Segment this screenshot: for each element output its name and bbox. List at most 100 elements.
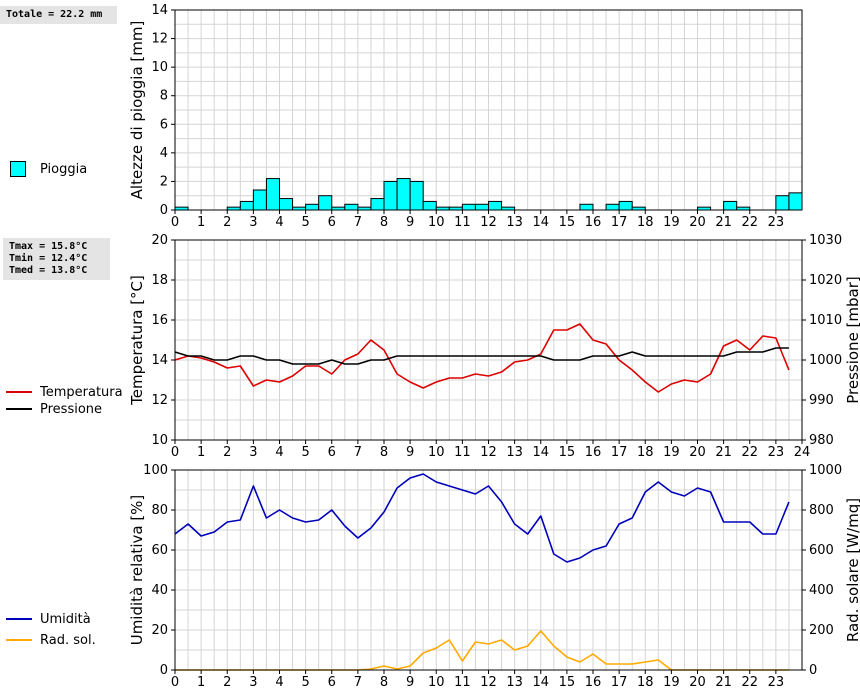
legend-humidity-label: Umidità bbox=[40, 611, 91, 627]
x-tick-label-rain: 17 bbox=[611, 215, 628, 230]
y-tick-label-hum: 80 bbox=[151, 503, 168, 518]
pressure-line bbox=[174, 347, 789, 365]
x-tick-label-rain: 7 bbox=[354, 215, 362, 230]
legend-temperature: Temperatura bbox=[6, 383, 123, 401]
rain-bar bbox=[318, 195, 333, 211]
y-axis-label-rain: Altezze di pioggia [mm] bbox=[128, 21, 146, 200]
legend-humidity: Umidità bbox=[6, 610, 91, 628]
rain-bar bbox=[775, 195, 790, 211]
x-tick-label-rain: 19 bbox=[663, 215, 680, 230]
tmin-text: Tmin = 12.4°C bbox=[9, 253, 88, 264]
x-tick-label-rain: 3 bbox=[249, 215, 257, 230]
x-tick-label-hum: 10 bbox=[428, 675, 445, 690]
y2-tick-label-temp: 1000 bbox=[809, 353, 842, 368]
x-tick-label-hum: 1 bbox=[197, 675, 205, 690]
y-tick-label-rain: 12 bbox=[151, 32, 168, 47]
x-tick-label-rain: 0 bbox=[171, 215, 179, 230]
y-tick-label-temp: 14 bbox=[151, 353, 168, 368]
y-tick-label-rain: 8 bbox=[160, 89, 168, 104]
x-tick-label-hum: 11 bbox=[454, 675, 471, 690]
rain-bar bbox=[788, 192, 803, 211]
y-tick-label-rain: 10 bbox=[151, 60, 168, 75]
x-tick-label-rain: 1 bbox=[197, 215, 205, 230]
y-tick-label-hum: 40 bbox=[151, 583, 168, 598]
rain-swatch-icon bbox=[10, 161, 26, 177]
x-tick-label-hum: 0 bbox=[171, 675, 179, 690]
y-tick-label-rain: 0 bbox=[160, 203, 168, 218]
x-tick-label-hum: 23 bbox=[768, 675, 785, 690]
rain-bar bbox=[396, 178, 411, 211]
x-tick-label-temp: 1 bbox=[197, 445, 205, 460]
x-tick-label-hum: 8 bbox=[380, 675, 388, 690]
y2-tick-label-temp: 1010 bbox=[809, 313, 842, 328]
x-tick-label-rain: 13 bbox=[506, 215, 523, 230]
humidity-line bbox=[174, 473, 790, 563]
rain-bar bbox=[474, 203, 489, 211]
x-tick-label-hum: 20 bbox=[689, 675, 706, 690]
x-tick-label-hum: 13 bbox=[506, 675, 523, 690]
y-axis-label-temp: Temperatura [°C] bbox=[128, 275, 146, 406]
legend-solar: Rad. sol. bbox=[6, 631, 96, 649]
x-tick-label-temp: 3 bbox=[249, 445, 257, 460]
x-tick-label-rain: 21 bbox=[715, 215, 732, 230]
y-tick-label-rain: 2 bbox=[160, 174, 168, 189]
pressure-line-icon bbox=[6, 408, 32, 410]
y2-tick-label-hum: 1000 bbox=[809, 463, 842, 478]
rain-bar bbox=[409, 180, 424, 211]
legend-rain: Pioggia bbox=[6, 160, 87, 178]
x-tick-label-temp: 21 bbox=[715, 445, 732, 460]
x-tick-label-hum: 5 bbox=[301, 675, 309, 690]
y2-tick-label-hum: 0 bbox=[809, 663, 817, 678]
rain-bar bbox=[579, 203, 594, 211]
x-tick-label-rain: 8 bbox=[380, 215, 388, 230]
x-tick-label-rain: 11 bbox=[454, 215, 471, 230]
x-tick-label-temp: 23 bbox=[768, 445, 785, 460]
rain-bar bbox=[461, 203, 476, 211]
rain-bar bbox=[239, 200, 254, 211]
rain-bar bbox=[422, 200, 437, 211]
rain-bar bbox=[279, 198, 294, 211]
x-tick-label-temp: 9 bbox=[406, 445, 414, 460]
x-tick-label-rain: 12 bbox=[480, 215, 497, 230]
y-tick-label-temp: 20 bbox=[151, 233, 168, 248]
y2-tick-label-temp: 990 bbox=[809, 393, 834, 408]
x-tick-label-temp: 4 bbox=[275, 445, 283, 460]
rain-bar bbox=[252, 189, 267, 211]
x-tick-label-rain: 10 bbox=[428, 215, 445, 230]
y-tick-label-hum: 20 bbox=[151, 623, 168, 638]
y-tick-label-rain: 14 bbox=[151, 3, 168, 18]
y2-tick-label-hum: 800 bbox=[809, 503, 834, 518]
x-tick-label-temp: 14 bbox=[532, 445, 549, 460]
x-tick-label-hum: 2 bbox=[223, 675, 231, 690]
rain-bar bbox=[488, 200, 503, 211]
x-tick-label-temp: 0 bbox=[171, 445, 179, 460]
x-tick-label-hum: 21 bbox=[715, 675, 732, 690]
x-tick-label-temp: 10 bbox=[428, 445, 445, 460]
x-tick-label-rain: 15 bbox=[559, 215, 576, 230]
x-tick-label-temp: 7 bbox=[354, 445, 362, 460]
y2-tick-label-temp: 1020 bbox=[809, 273, 842, 288]
x-tick-label-temp: 12 bbox=[480, 445, 497, 460]
x-tick-label-temp: 6 bbox=[328, 445, 336, 460]
humidity-line-icon bbox=[6, 618, 32, 620]
rain-bar bbox=[723, 200, 738, 211]
x-tick-label-hum: 18 bbox=[637, 675, 654, 690]
x-tick-label-rain: 14 bbox=[532, 215, 549, 230]
y-tick-label-temp: 16 bbox=[151, 313, 168, 328]
x-tick-label-rain: 16 bbox=[585, 215, 602, 230]
x-tick-label-hum: 19 bbox=[663, 675, 680, 690]
x-tick-label-temp: 16 bbox=[585, 445, 602, 460]
y-tick-label-temp: 12 bbox=[151, 393, 168, 408]
rain-bar bbox=[344, 203, 359, 211]
x-tick-label-hum: 12 bbox=[480, 675, 497, 690]
legend-temperature-label: Temperatura bbox=[40, 384, 123, 400]
y-tick-label-rain: 6 bbox=[160, 117, 168, 132]
y2-tick-label-hum: 200 bbox=[809, 623, 834, 638]
temperature-line-icon bbox=[6, 391, 32, 393]
solar-line-icon bbox=[6, 639, 32, 641]
x-tick-label-temp: 2 bbox=[223, 445, 231, 460]
legend-solar-label: Rad. sol. bbox=[40, 632, 96, 648]
x-tick-label-rain: 18 bbox=[637, 215, 654, 230]
x-tick-label-hum: 6 bbox=[328, 675, 336, 690]
x-tick-label-rain: 4 bbox=[275, 215, 283, 230]
